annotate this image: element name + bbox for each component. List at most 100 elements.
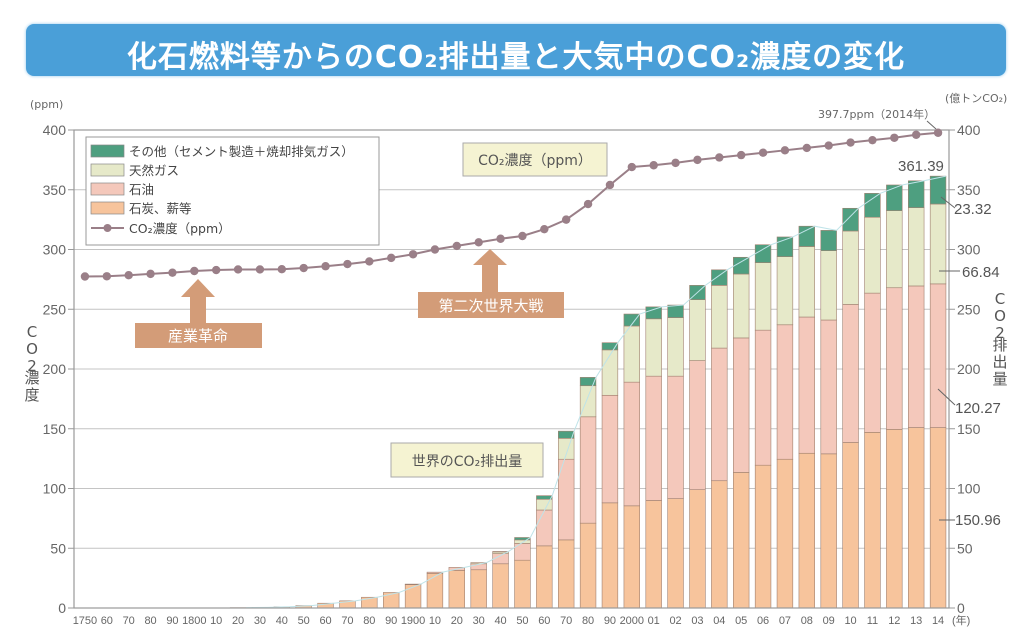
bar-segment-gas [667,317,684,377]
bar-segment-other [842,207,859,232]
bar-segment-oil [711,347,728,482]
axis-label-char: 排 [992,336,1007,354]
bar-segment-other [776,236,794,257]
axis-label-char: 2 [27,357,37,375]
bar-segment-other [908,180,925,208]
legend-label-gas: 天然ガス [129,163,179,178]
x-tick-label: 30 [473,615,485,627]
bar-top-guide [245,175,947,609]
concentration-point [365,257,374,266]
emissions-callout-box [390,442,544,478]
bar-segment-coal [820,453,837,609]
concentration-callout-text: CO₂濃度（ppm） [478,153,592,169]
bar-segment-other [579,377,597,387]
bar-segment-gas [470,562,487,565]
industrial-revolution-label-box [135,323,262,348]
right-tick-label: 50 [957,540,973,556]
right-tick-label: 200 [957,361,981,377]
bar-segment-coal [929,427,947,609]
bar-segment-coal [886,429,903,609]
bar-segment-gas [754,262,772,331]
left-tick-label: 250 [43,301,67,317]
concentration-point [518,231,527,241]
bar-segment-oil [754,329,772,466]
bar-segment-oil [601,394,619,504]
concentration-point [736,150,746,160]
x-tick-label: 14 [932,615,944,627]
bar-segment-coal [492,563,509,609]
x-tick-label: 20 [232,615,244,627]
concentration-point [561,215,571,224]
concentration-point [496,234,505,243]
right-tick-label: 400 [957,122,981,138]
bar-segment-oil [733,337,750,473]
bar-segment-gas [645,318,662,377]
bar-segment-coal [689,489,706,609]
bar-segment-gas [886,210,903,289]
bar-segment-oil [842,304,859,443]
bar-segment-coal [448,570,465,609]
right-tick-label: 150 [957,421,981,437]
ww2-label: 第二次世界大戦 [438,297,543,315]
right-tick-label: 0 [957,600,965,616]
bar-segment-coal [667,498,684,609]
x-tick-label: 10 [844,615,856,627]
bar-segment-coal [776,458,794,609]
axis-label-char: 2 [995,324,1005,342]
left-tick-label: 400 [43,122,67,138]
arrow-up-icon [181,279,215,324]
x-tick-label: 01 [648,615,660,627]
bar-segment-coal [514,559,531,609]
left-axis-label: CO2濃度 [24,323,39,404]
x-tick-label: 10 [429,615,441,627]
left-tick-label: 150 [43,421,67,437]
axis-label-char: C [27,323,37,341]
x-tick-label: 60 [101,615,113,627]
bar-segment-other [733,256,750,275]
bar-segment-coal [623,505,640,609]
right-axis-label: CO2排出量 [992,290,1007,388]
bar-segment-coal [754,464,772,609]
bar-segment-other [864,193,881,218]
legend-swatch-gas [90,163,125,177]
bar-segment-other [492,551,509,553]
bar-segment-coal [426,573,444,609]
ww2-marker: 第二次世界大戦 [418,249,564,318]
concentration-point [671,158,680,168]
bar-segment-coal [601,502,619,609]
bar-segment-coal [711,480,728,609]
legend-label-coal: 石炭、薪等 [129,201,192,216]
right-tick-label: 300 [957,242,981,258]
axis-label-char: O [26,340,38,358]
concentration-point [168,268,177,277]
bar-segment-gas [864,216,881,294]
legend-swatch-other [90,144,125,158]
concentration-point [846,138,855,147]
axis-label-char: C [995,290,1005,308]
x-tick-label: 06 [757,615,769,627]
title-banner: 化石燃料等からのCO₂排出量と大気中のCO₂濃度の変化 [26,24,1006,76]
bar-segment-oil [864,292,881,433]
bar-segment-other [929,175,947,205]
bar-segment-oil [689,360,706,490]
x-tick-label: 08 [801,615,813,627]
x-tick-label: 80 [582,615,594,627]
concentration-point [321,262,330,271]
bar-segment-other [645,306,662,320]
axes: 0501001502002503003504000501001502002503… [43,122,981,627]
x-tick-label: 40 [276,615,288,627]
bar-segment-gas [776,256,794,326]
industrial-revolution-marker: 産業革命 [135,279,262,348]
x-tick-label: 80 [363,615,375,627]
left-tick-label: 350 [43,182,67,198]
concentration-point [824,141,833,150]
legend-label-oil: 石油 [129,182,154,197]
latest-ppm-leader [926,120,937,130]
right-tick-label: 100 [957,481,981,497]
oil-2014-label: 120.27 [955,400,1001,417]
x-tick-label: 60 [319,615,331,627]
concentration-point [233,265,243,274]
concentration-point [540,224,549,234]
x-tick-label: 13 [910,615,922,627]
